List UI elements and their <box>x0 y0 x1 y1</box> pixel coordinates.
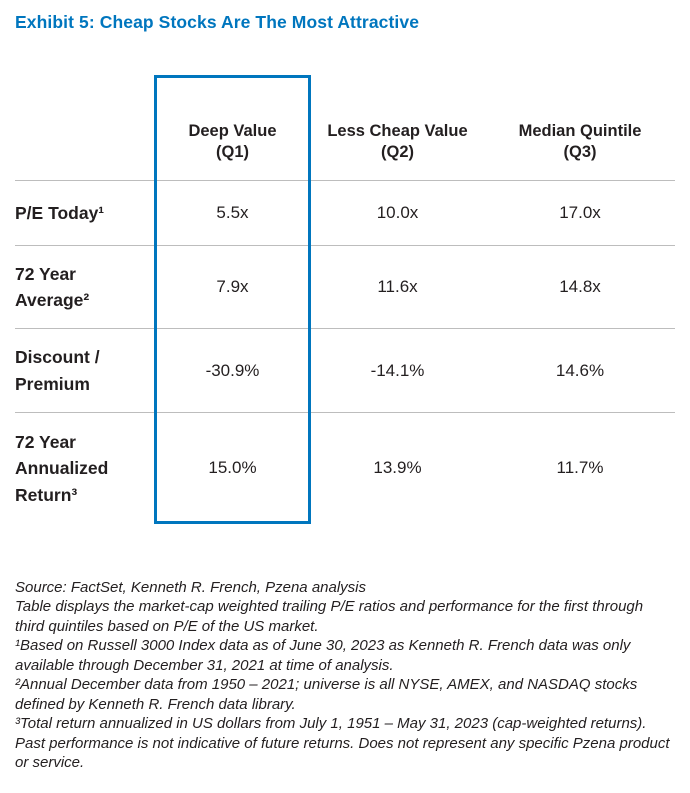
table-row-pe-today: P/E Today¹ 5.5x 10.0x 17.0x <box>15 179 675 245</box>
column-header-label: Median Quintile <box>518 122 642 140</box>
footnote-source: Source: FactSet, Kenneth R. French, Pzen… <box>15 578 367 596</box>
cell-value: 5.5x <box>216 202 249 222</box>
cell-value: -14.1% <box>370 360 425 380</box>
cell-value: 11.6x <box>377 277 418 297</box>
column-header-deep-value: Deep Value (Q1) <box>155 75 310 180</box>
footnote-1: ¹Based on Russell 3000 Index data as of … <box>15 637 631 674</box>
cell-value: 17.0x <box>559 202 601 222</box>
cell-value: 15.0% <box>208 458 257 478</box>
row-label: P/E Today¹ <box>15 202 105 223</box>
footnote-table-description: Table displays the market-cap weighted t… <box>15 598 644 635</box>
footnote-2: ²Annual December data from 1950 – 2021; … <box>15 676 638 713</box>
table-header-row: Deep Value (Q1) Less Cheap Value (Q2) Me… <box>15 75 675 180</box>
cell-value: 11.7% <box>556 458 604 478</box>
row-label: Discount / Premium <box>15 347 100 394</box>
quintile-table: Deep Value (Q1) Less Cheap Value (Q2) Me… <box>15 75 675 524</box>
row-label: 72 Year Annualized Return³ <box>15 432 109 505</box>
exhibit-title: Exhibit 5: Cheap Stocks Are The Most Att… <box>15 12 420 32</box>
table-row-discount-premium: Discount / Premium -30.9% -14.1% 14.6% <box>15 328 675 412</box>
column-header-label: Less Cheap Value <box>327 122 468 140</box>
column-header-median-quintile: Median Quintile (Q3) <box>485 75 675 180</box>
row-label: 72 Year Average² <box>15 263 90 311</box>
table-row-72-year-average: 72 Year Average² 7.9x 11.6x 14.8x <box>15 244 675 329</box>
footnote-3: ³Total return annualized in US dollars f… <box>15 715 670 772</box>
cell-value: -30.9% <box>205 360 260 380</box>
column-header-sub: (Q3) <box>563 143 597 162</box>
cell-value: 14.6% <box>555 360 605 380</box>
cell-value: 13.9% <box>373 458 422 478</box>
cell-value: 10.0x <box>376 202 419 222</box>
footnotes: Source: FactSet, Kenneth R. French, Pzen… <box>15 578 675 773</box>
column-header-sub: (Q1) <box>216 143 249 162</box>
cell-value: 7.9x <box>216 277 249 297</box>
corner-cell <box>15 96 155 158</box>
column-header-label: Deep Value <box>188 122 277 140</box>
table-row-72-year-annualized-return: 72 Year Annualized Return³ 15.0% 13.9% 1… <box>15 411 675 524</box>
column-header-less-cheap-value: Less Cheap Value (Q2) <box>310 75 485 180</box>
cell-value: 14.8x <box>559 277 601 297</box>
column-header-sub: (Q2) <box>381 143 414 162</box>
